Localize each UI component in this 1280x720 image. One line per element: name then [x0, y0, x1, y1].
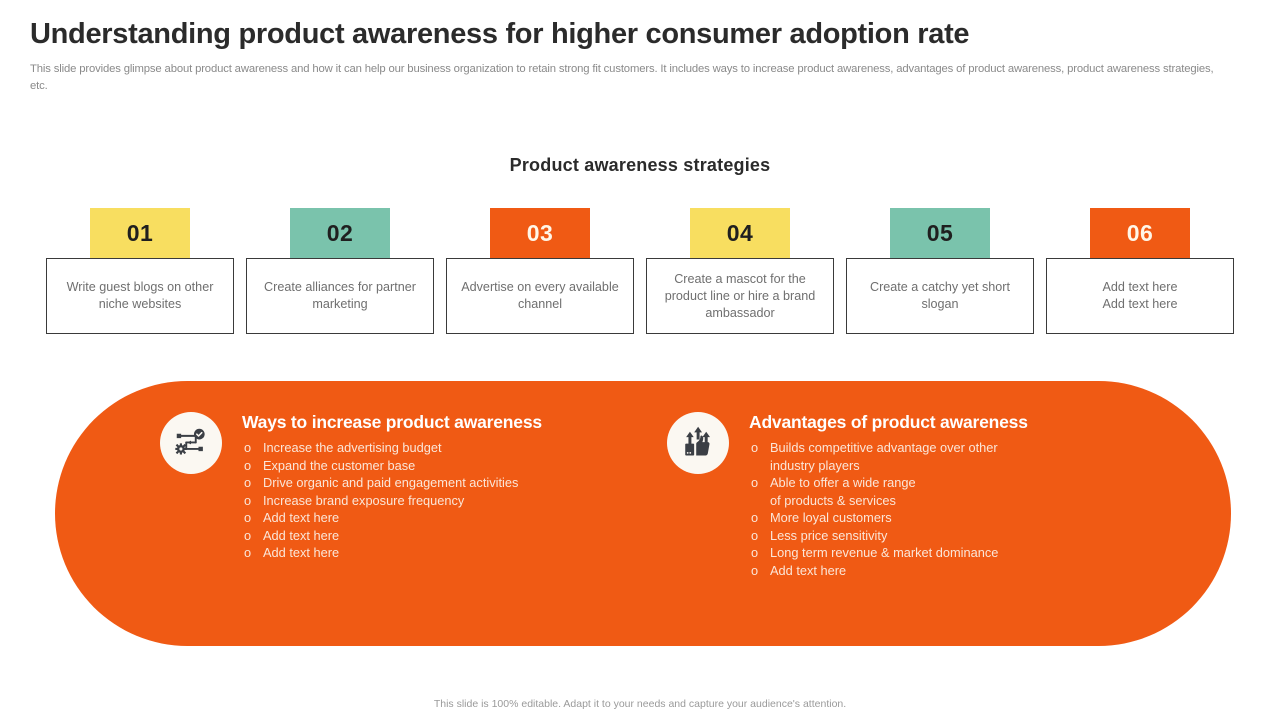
list-item: o Increase the advertising budget: [242, 440, 630, 457]
footer-note: This slide is 100% editable. Adapt it to…: [433, 698, 847, 710]
list-item: o Add text here: [242, 545, 630, 562]
advantages-list: o Builds competitive advantage over other…: [749, 440, 1167, 579]
list-item-label: Builds competitive advantage over other: [770, 440, 998, 455]
list-item: o Add text here: [749, 563, 1167, 580]
strategy-card-box: Advertise on every available channel: [446, 258, 634, 334]
list-item-label: Add text here: [263, 545, 340, 560]
advantages-column: Advantages of product awareness o Builds …: [667, 412, 1167, 580]
list-item-label: Add text here: [263, 510, 340, 525]
list-item: o Drive organic and paid engagement activ…: [242, 475, 630, 492]
list-item-label: Add text here: [263, 527, 340, 543]
list-item-continuation: of products & services: [770, 492, 896, 508]
ways-body: Ways to increase product awareness o Incr…: [242, 412, 630, 562]
list-item-continuation: industry players: [770, 457, 860, 473]
list-item: o Increase brand exposure frequency: [242, 493, 630, 510]
list-item-label: Long term revenue & market dominance: [770, 545, 999, 560]
thumbs-up-growth-arrows-icon: [667, 412, 729, 474]
strategy-card[interactable]: 05 Create a catchy yet short slogan: [846, 208, 1034, 334]
strategy-card-text: Create alliances for partner marketing: [264, 280, 416, 311]
strategy-card-text: Write guest blogs on other niche website…: [66, 280, 214, 311]
strategy-card-number: 01: [126, 219, 154, 246]
bullet-icon: o: [751, 440, 759, 455]
strategy-card-text: Create a mascot for the product line or …: [664, 271, 816, 320]
list-item-label: Less price sensitivity: [770, 527, 888, 543]
strategy-card-text: Create a catchy yet short slogan: [870, 280, 1010, 311]
ways-column: Ways to increase product awareness o Incr…: [160, 412, 630, 563]
strategy-card[interactable]: 02 Create alliances for partner marketin…: [246, 208, 434, 334]
strategy-card-number-tab: 02: [290, 208, 390, 258]
workflow-check-gear-icon: [160, 412, 222, 474]
list-item: o Add text here: [242, 528, 630, 545]
strategy-card-number-tab: 03: [490, 208, 590, 258]
strategy-card-box: Create a mascot for the product line or …: [646, 258, 834, 334]
list-item: o Builds competitive advantage over other: [749, 440, 1167, 457]
strategy-card[interactable]: 04 Create a mascot for the product line …: [646, 208, 834, 334]
advantages-title: Advantages of product awareness: [749, 412, 1028, 432]
slide-header: Understanding product awareness for high…: [30, 18, 1250, 94]
ways-title: Ways to increase product awareness: [242, 412, 542, 432]
list-item-label: Expand the customer base: [263, 457, 416, 473]
list-item-label: Add text here: [770, 562, 847, 578]
orange-pill-panel: Ways to increase product awareness o Incr…: [55, 381, 1231, 646]
bullet-icon: o: [244, 545, 252, 560]
strategy-card-text: Add text here Add text here: [1102, 280, 1178, 311]
bullet-icon: o: [751, 527, 759, 543]
strategy-card-number-tab: 01: [90, 208, 190, 258]
bullet-icon: o: [244, 527, 252, 543]
bullet-icon: o: [244, 492, 252, 508]
bullet-icon: o: [751, 545, 759, 560]
strategy-card-number: 04: [726, 219, 754, 246]
bullet-icon: o: [244, 475, 252, 490]
list-item: o More loyal customers: [749, 510, 1167, 527]
strategy-card[interactable]: 01 Write guest blogs on other niche webs…: [46, 208, 234, 334]
list-item: o Able to offer a wide range: [749, 475, 1167, 492]
list-item-label: Increase the advertising budget: [263, 440, 442, 455]
list-item: o Add text here: [242, 510, 630, 527]
strategy-card-number: 02: [326, 219, 354, 246]
strategy-card-number: 06: [1126, 219, 1154, 246]
advantages-body: Advantages of product awareness o Builds …: [749, 412, 1167, 579]
strategy-card[interactable]: 06 Add text here Add text here: [1046, 208, 1234, 334]
list-item-label: Drive organic and paid engagement activi…: [263, 475, 519, 490]
ways-list: o Increase the advertising budget o Expand…: [242, 440, 630, 562]
bullet-icon: o: [244, 440, 252, 455]
strategy-card-box: Create alliances for partner marketing: [246, 258, 434, 334]
bullet-icon: o: [244, 457, 252, 473]
strategy-card-number-tab: 06: [1090, 208, 1190, 258]
strategy-card-number-tab: 05: [890, 208, 990, 258]
strategy-card-number: 05: [926, 219, 954, 246]
slide-subtitle: This slide provides glimpse about produc…: [30, 63, 1214, 92]
bullet-icon: o: [244, 510, 252, 525]
strategy-cards-row: 01 Write guest blogs on other niche webs…: [46, 208, 1238, 334]
list-item-label: Able to offer a wide range: [770, 475, 916, 490]
strategy-card-number: 03: [526, 219, 554, 246]
bullet-icon: o: [751, 562, 759, 578]
strategy-card-box: Write guest blogs on other niche website…: [46, 258, 234, 334]
strategy-card-box: Create a catchy yet short slogan: [846, 258, 1034, 334]
strategy-card-text: Advertise on every available channel: [461, 280, 619, 311]
page-title: Understanding product awareness for high…: [30, 18, 970, 50]
list-item: o Long term revenue & market dominance: [749, 545, 1167, 562]
list-item: o Less price sensitivity: [749, 528, 1167, 545]
bullet-icon: o: [751, 510, 759, 525]
strategy-card[interactable]: 03 Advertise on every available channel: [446, 208, 634, 334]
bullet-icon: o: [751, 475, 759, 490]
list-item-label: More loyal customers: [770, 510, 892, 525]
section-heading: Product awareness strategies: [509, 155, 771, 175]
list-item: o Expand the customer base: [242, 458, 630, 475]
strategy-card-box: Add text here Add text here: [1046, 258, 1234, 334]
list-item-label: Increase brand exposure frequency: [263, 492, 465, 508]
strategy-card-number-tab: 04: [690, 208, 790, 258]
